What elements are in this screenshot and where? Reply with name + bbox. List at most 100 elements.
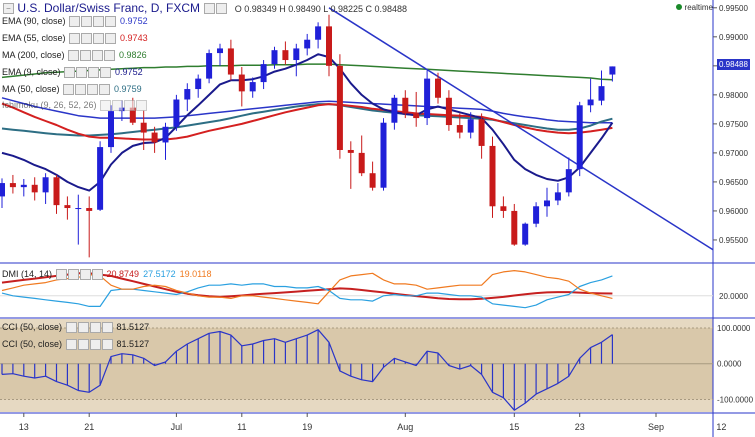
- legend-close-icon[interactable]: [99, 84, 111, 96]
- legend-dmi[interactable]: DMI (14, 14) 20.8749 27.5172 19.0118: [2, 269, 212, 281]
- candle-body: [140, 122, 147, 133]
- candle-body: [293, 48, 300, 61]
- legend-plus-icon[interactable]: [93, 33, 105, 45]
- candle-body: [522, 223, 529, 245]
- legend-close-icon[interactable]: [105, 33, 117, 45]
- legend-plus-icon[interactable]: [79, 269, 91, 281]
- collapse-icon[interactable]: –: [3, 3, 14, 15]
- candle-body: [435, 78, 441, 98]
- legend-close-icon[interactable]: [101, 322, 113, 334]
- legend-ma200[interactable]: MA (200, close) 0.9826: [2, 50, 147, 62]
- legend-plus-icon[interactable]: [92, 50, 104, 62]
- candle-body: [129, 107, 136, 123]
- y-tick-label: 0.99000: [719, 33, 748, 42]
- legend-plus-icon[interactable]: [87, 84, 99, 96]
- legend-settings-icon[interactable]: [69, 16, 81, 28]
- candle-body: [64, 205, 71, 209]
- candle-body: [402, 97, 409, 114]
- legend-eye-icon[interactable]: [81, 33, 93, 45]
- candle-body: [358, 152, 365, 174]
- legend-value: 0.9752: [120, 16, 148, 26]
- candle-body: [227, 48, 234, 75]
- legend-eye-icon[interactable]: [81, 16, 93, 28]
- legend-cci-2[interactable]: CCI (50, close) 81.5127: [2, 339, 150, 351]
- candle-body: [326, 26, 332, 66]
- candle-body: [195, 78, 202, 90]
- x-tick-label: 15: [509, 422, 519, 432]
- candle-body: [31, 184, 38, 193]
- legend-eye-icon[interactable]: [112, 100, 124, 112]
- ema90-line: [1, 97, 613, 124]
- hide-icon[interactable]: [216, 3, 228, 15]
- legend-ichimoku[interactable]: Ichimoku (9, 26, 52, 26): [2, 100, 148, 112]
- ema55-line: [1, 102, 613, 141]
- candle-body: [315, 26, 322, 40]
- legend-close-icon[interactable]: [101, 339, 113, 351]
- settings-icon[interactable]: [204, 3, 216, 15]
- legend-eye-icon[interactable]: [76, 67, 88, 79]
- candle-body: [511, 210, 518, 245]
- legend-close-icon[interactable]: [91, 269, 103, 281]
- candle-body: [500, 206, 507, 211]
- legend-settings-icon[interactable]: [65, 322, 77, 334]
- legend-cci-1[interactable]: CCI (50, close) 81.5127: [2, 322, 150, 334]
- x-tick-label: Jul: [171, 422, 183, 432]
- legend-plus-icon[interactable]: [89, 322, 101, 334]
- legend-close-icon[interactable]: [104, 50, 116, 62]
- candle-body: [456, 125, 463, 133]
- candle-body: [576, 105, 583, 170]
- legend-ma50[interactable]: MA (50, close) 0.9759: [2, 84, 142, 96]
- chart-header: – U.S. Dollar/Swiss Franc, D, FXCM O 0.9…: [2, 1, 407, 15]
- candle-body: [42, 177, 49, 193]
- candle-body: [75, 208, 82, 210]
- legend-settings-icon[interactable]: [64, 67, 76, 79]
- legend-settings-icon[interactable]: [100, 100, 112, 112]
- y-tick-label: 0.99500: [719, 4, 748, 13]
- candle-body: [445, 97, 452, 126]
- legend-settings-icon[interactable]: [65, 339, 77, 351]
- legend-eye-icon[interactable]: [75, 84, 87, 96]
- candle-body: [260, 64, 267, 83]
- legend-close-icon[interactable]: [105, 16, 117, 28]
- legend-eye-icon[interactable]: [67, 269, 79, 281]
- candle-body: [108, 111, 114, 148]
- cci-tick-label: 100.0000: [717, 324, 751, 333]
- cci-line: [1, 329, 613, 411]
- y-tick-label: 0.96000: [719, 207, 748, 216]
- candle-body: [369, 173, 376, 188]
- legend-plus-icon[interactable]: [93, 16, 105, 28]
- candle-body: [587, 99, 594, 106]
- candle-body: [151, 132, 158, 143]
- candle-body: [304, 39, 311, 49]
- legend-settings-icon[interactable]: [69, 33, 81, 45]
- candle-body: [20, 184, 27, 188]
- legend-plus-icon[interactable]: [89, 339, 101, 351]
- ohlc-readout: O 0.98349 H 0.98490 L 0.98225 C 0.98488: [234, 4, 408, 14]
- legend-close-icon[interactable]: [136, 100, 148, 112]
- x-tick-label: 21: [84, 422, 94, 432]
- x-tick-label: Aug: [397, 422, 413, 432]
- candle-body: [9, 183, 16, 188]
- legend-eye-icon[interactable]: [80, 50, 92, 62]
- legend-settings-icon[interactable]: [68, 50, 80, 62]
- legend-settings-icon[interactable]: [55, 269, 67, 281]
- legend-eye-icon[interactable]: [77, 322, 89, 334]
- legend-plus-icon[interactable]: [88, 67, 100, 79]
- cci-tick-label: 0.0000: [717, 360, 742, 369]
- candle-body: [544, 200, 550, 207]
- dmi-minus-value: 19.0118: [179, 269, 212, 279]
- legend-close-icon[interactable]: [100, 67, 112, 79]
- candle-body: [173, 99, 180, 127]
- legend-ema55[interactable]: EMA (55, close) 0.9743: [2, 33, 148, 45]
- x-tick-label: Sep: [648, 422, 664, 432]
- legend-settings-icon[interactable]: [63, 84, 75, 96]
- candle-body: [467, 119, 474, 133]
- legend-ema9[interactable]: EMA (9, close) 0.9752: [2, 67, 143, 79]
- legend-eye-icon[interactable]: [77, 339, 89, 351]
- candle-body: [489, 145, 496, 207]
- legend-plus-icon[interactable]: [124, 100, 136, 112]
- candle-body: [391, 97, 398, 123]
- x-tick-label: 12: [716, 422, 726, 432]
- legend-ema90[interactable]: EMA (90, close) 0.9752: [2, 16, 148, 28]
